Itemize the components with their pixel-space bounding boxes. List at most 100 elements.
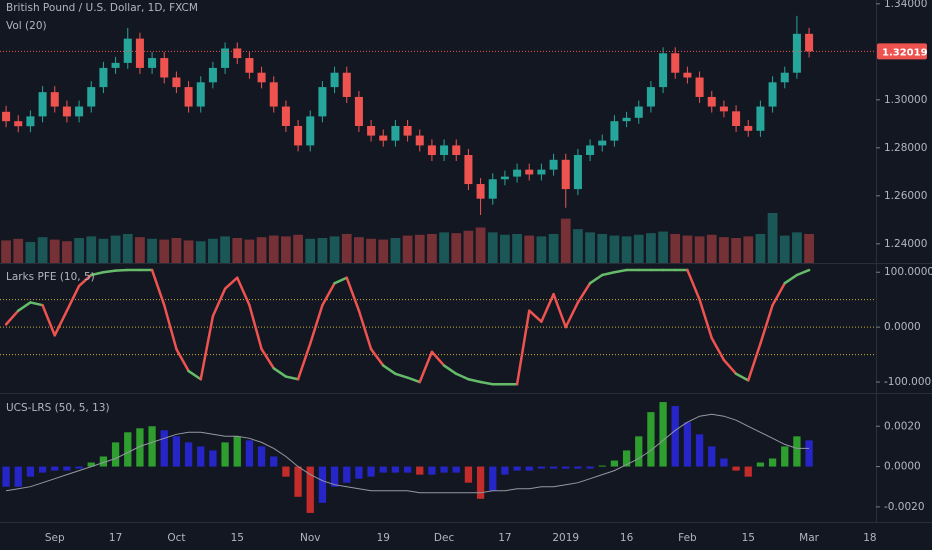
indicator-title: Larks PFE (10, 5)	[6, 271, 95, 283]
histogram-bar	[671, 406, 679, 467]
y-tick-label: 0.0020	[884, 420, 921, 432]
x-tick-label: Mar	[799, 532, 819, 544]
candle-body	[294, 125, 303, 146]
candle-body	[683, 72, 692, 78]
candle-body	[525, 169, 534, 175]
histogram-bar	[793, 436, 801, 467]
indicator-segment	[613, 268, 628, 274]
indicator-segment	[747, 342, 762, 382]
histogram-bar	[489, 466, 497, 491]
x-tick-label: Feb	[678, 532, 697, 544]
volume-bar	[560, 218, 571, 263]
x-tick-label: Nov	[300, 532, 321, 544]
candle-body	[26, 116, 35, 127]
volume-bar	[390, 238, 401, 263]
volume-bar	[609, 235, 620, 263]
candle-body	[87, 87, 96, 107]
volume-bar	[293, 234, 303, 263]
volume-bar	[597, 233, 608, 263]
volume-bar	[439, 232, 449, 263]
volume-bar	[220, 236, 230, 263]
candle-body	[172, 77, 181, 88]
indicator-segment	[163, 303, 178, 351]
indicator-segment	[333, 276, 348, 285]
histogram-bar	[14, 466, 22, 487]
indicator-segment	[114, 268, 129, 272]
volume-bar	[305, 238, 316, 263]
volume-bar	[86, 236, 97, 263]
volume-bar	[536, 236, 547, 263]
volume-bar	[122, 233, 133, 263]
y-tick-label: 1.28000	[884, 142, 927, 154]
volume-bar	[354, 237, 364, 263]
volume-bar	[548, 233, 559, 263]
candle-body	[464, 155, 473, 185]
histogram-bar	[574, 466, 582, 469]
candle-body	[586, 145, 595, 156]
candle-body	[634, 106, 643, 118]
volume-bar	[256, 237, 267, 263]
y-tick-label: 100.0000	[884, 266, 932, 278]
indicator-segment	[41, 303, 56, 337]
candle-body	[744, 125, 753, 131]
candle-body	[208, 67, 217, 83]
candle-body	[403, 125, 412, 136]
candle-body	[805, 33, 814, 52]
volume-bar	[49, 239, 60, 263]
volume-label: Vol (20)	[6, 20, 47, 32]
candle-body	[269, 82, 278, 107]
histogram-bar	[659, 402, 667, 467]
candle-body	[245, 58, 254, 73]
candle-body	[342, 72, 351, 97]
volume-bar	[366, 238, 376, 263]
volume-bar	[755, 233, 766, 263]
candle-body	[768, 82, 777, 107]
histogram-bar	[197, 446, 205, 467]
volume-bar	[135, 237, 145, 263]
candle-body	[732, 111, 741, 126]
indicator-segment	[223, 276, 239, 290]
histogram-bar	[391, 466, 400, 473]
volume-bar	[244, 239, 255, 263]
candle-body	[415, 135, 424, 146]
volume-bar	[779, 235, 790, 263]
volume-bar	[658, 231, 668, 263]
indicator-segment	[783, 273, 799, 285]
candle-body	[792, 33, 801, 73]
volume-bar	[159, 239, 170, 263]
volume-bar	[621, 236, 632, 263]
candle-body	[135, 38, 144, 68]
histogram-bar	[501, 466, 509, 475]
volume-bar	[13, 238, 24, 263]
indicator-segment	[795, 268, 811, 277]
volume-bar	[208, 238, 218, 263]
volume-bar	[98, 238, 109, 263]
indicator-segment	[296, 342, 312, 381]
indicator-segment	[455, 372, 470, 381]
volume-bar	[743, 236, 754, 263]
indicator-segment	[211, 287, 227, 318]
volume-bar	[402, 235, 413, 263]
volume-bar	[25, 242, 36, 263]
indicator-segment	[710, 336, 726, 362]
x-tick-label: 17	[498, 532, 511, 544]
candle-body	[99, 67, 108, 88]
volume-bar	[427, 233, 437, 263]
candle-body	[196, 82, 205, 107]
candle-body	[671, 53, 680, 73]
candle-body	[622, 117, 631, 122]
volume-bar	[646, 233, 656, 263]
volume-bar	[329, 236, 340, 263]
candle-body	[257, 72, 266, 83]
volume-bar	[110, 235, 121, 263]
candle-body	[111, 62, 120, 68]
candle-body	[427, 145, 436, 156]
indicator-segment	[236, 276, 251, 307]
candle-body	[549, 159, 558, 170]
histogram-bar	[318, 466, 327, 503]
y-tick-label: 0.0000	[884, 321, 921, 333]
histogram-bar	[2, 466, 10, 487]
indicator-segment	[272, 367, 288, 378]
x-tick-label: 15	[742, 532, 755, 544]
